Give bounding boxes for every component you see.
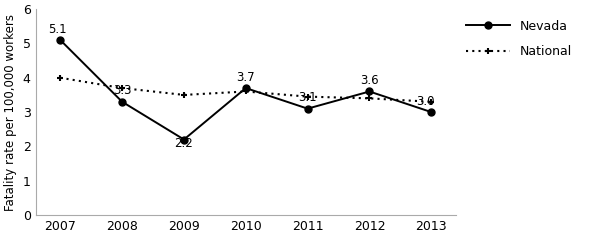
Text: 3.7: 3.7 (236, 71, 255, 84)
Text: 3.6: 3.6 (360, 74, 379, 87)
Y-axis label: Fatality rate per 100,000 workers: Fatality rate per 100,000 workers (4, 14, 17, 210)
Nevada (57, 39, 64, 41)
Nevada (428, 111, 435, 114)
Nevada (304, 107, 311, 110)
Text: 3.0: 3.0 (416, 95, 434, 108)
Nevada (242, 87, 250, 90)
Nevada (181, 138, 188, 141)
Nevada (366, 90, 373, 93)
National (304, 95, 311, 98)
National (57, 76, 64, 79)
Line: Nevada: Nevada (57, 36, 435, 143)
National (119, 87, 126, 90)
Text: 3.1: 3.1 (298, 91, 317, 104)
Text: 2.2: 2.2 (175, 137, 193, 150)
Line: National: National (57, 74, 435, 105)
National (242, 90, 250, 93)
Text: 5.1: 5.1 (48, 23, 67, 36)
Nevada (119, 100, 126, 103)
National (181, 94, 188, 96)
Legend: Nevada, National: Nevada, National (466, 19, 572, 58)
National (428, 100, 435, 103)
National (366, 97, 373, 100)
Text: 3.3: 3.3 (113, 84, 131, 97)
